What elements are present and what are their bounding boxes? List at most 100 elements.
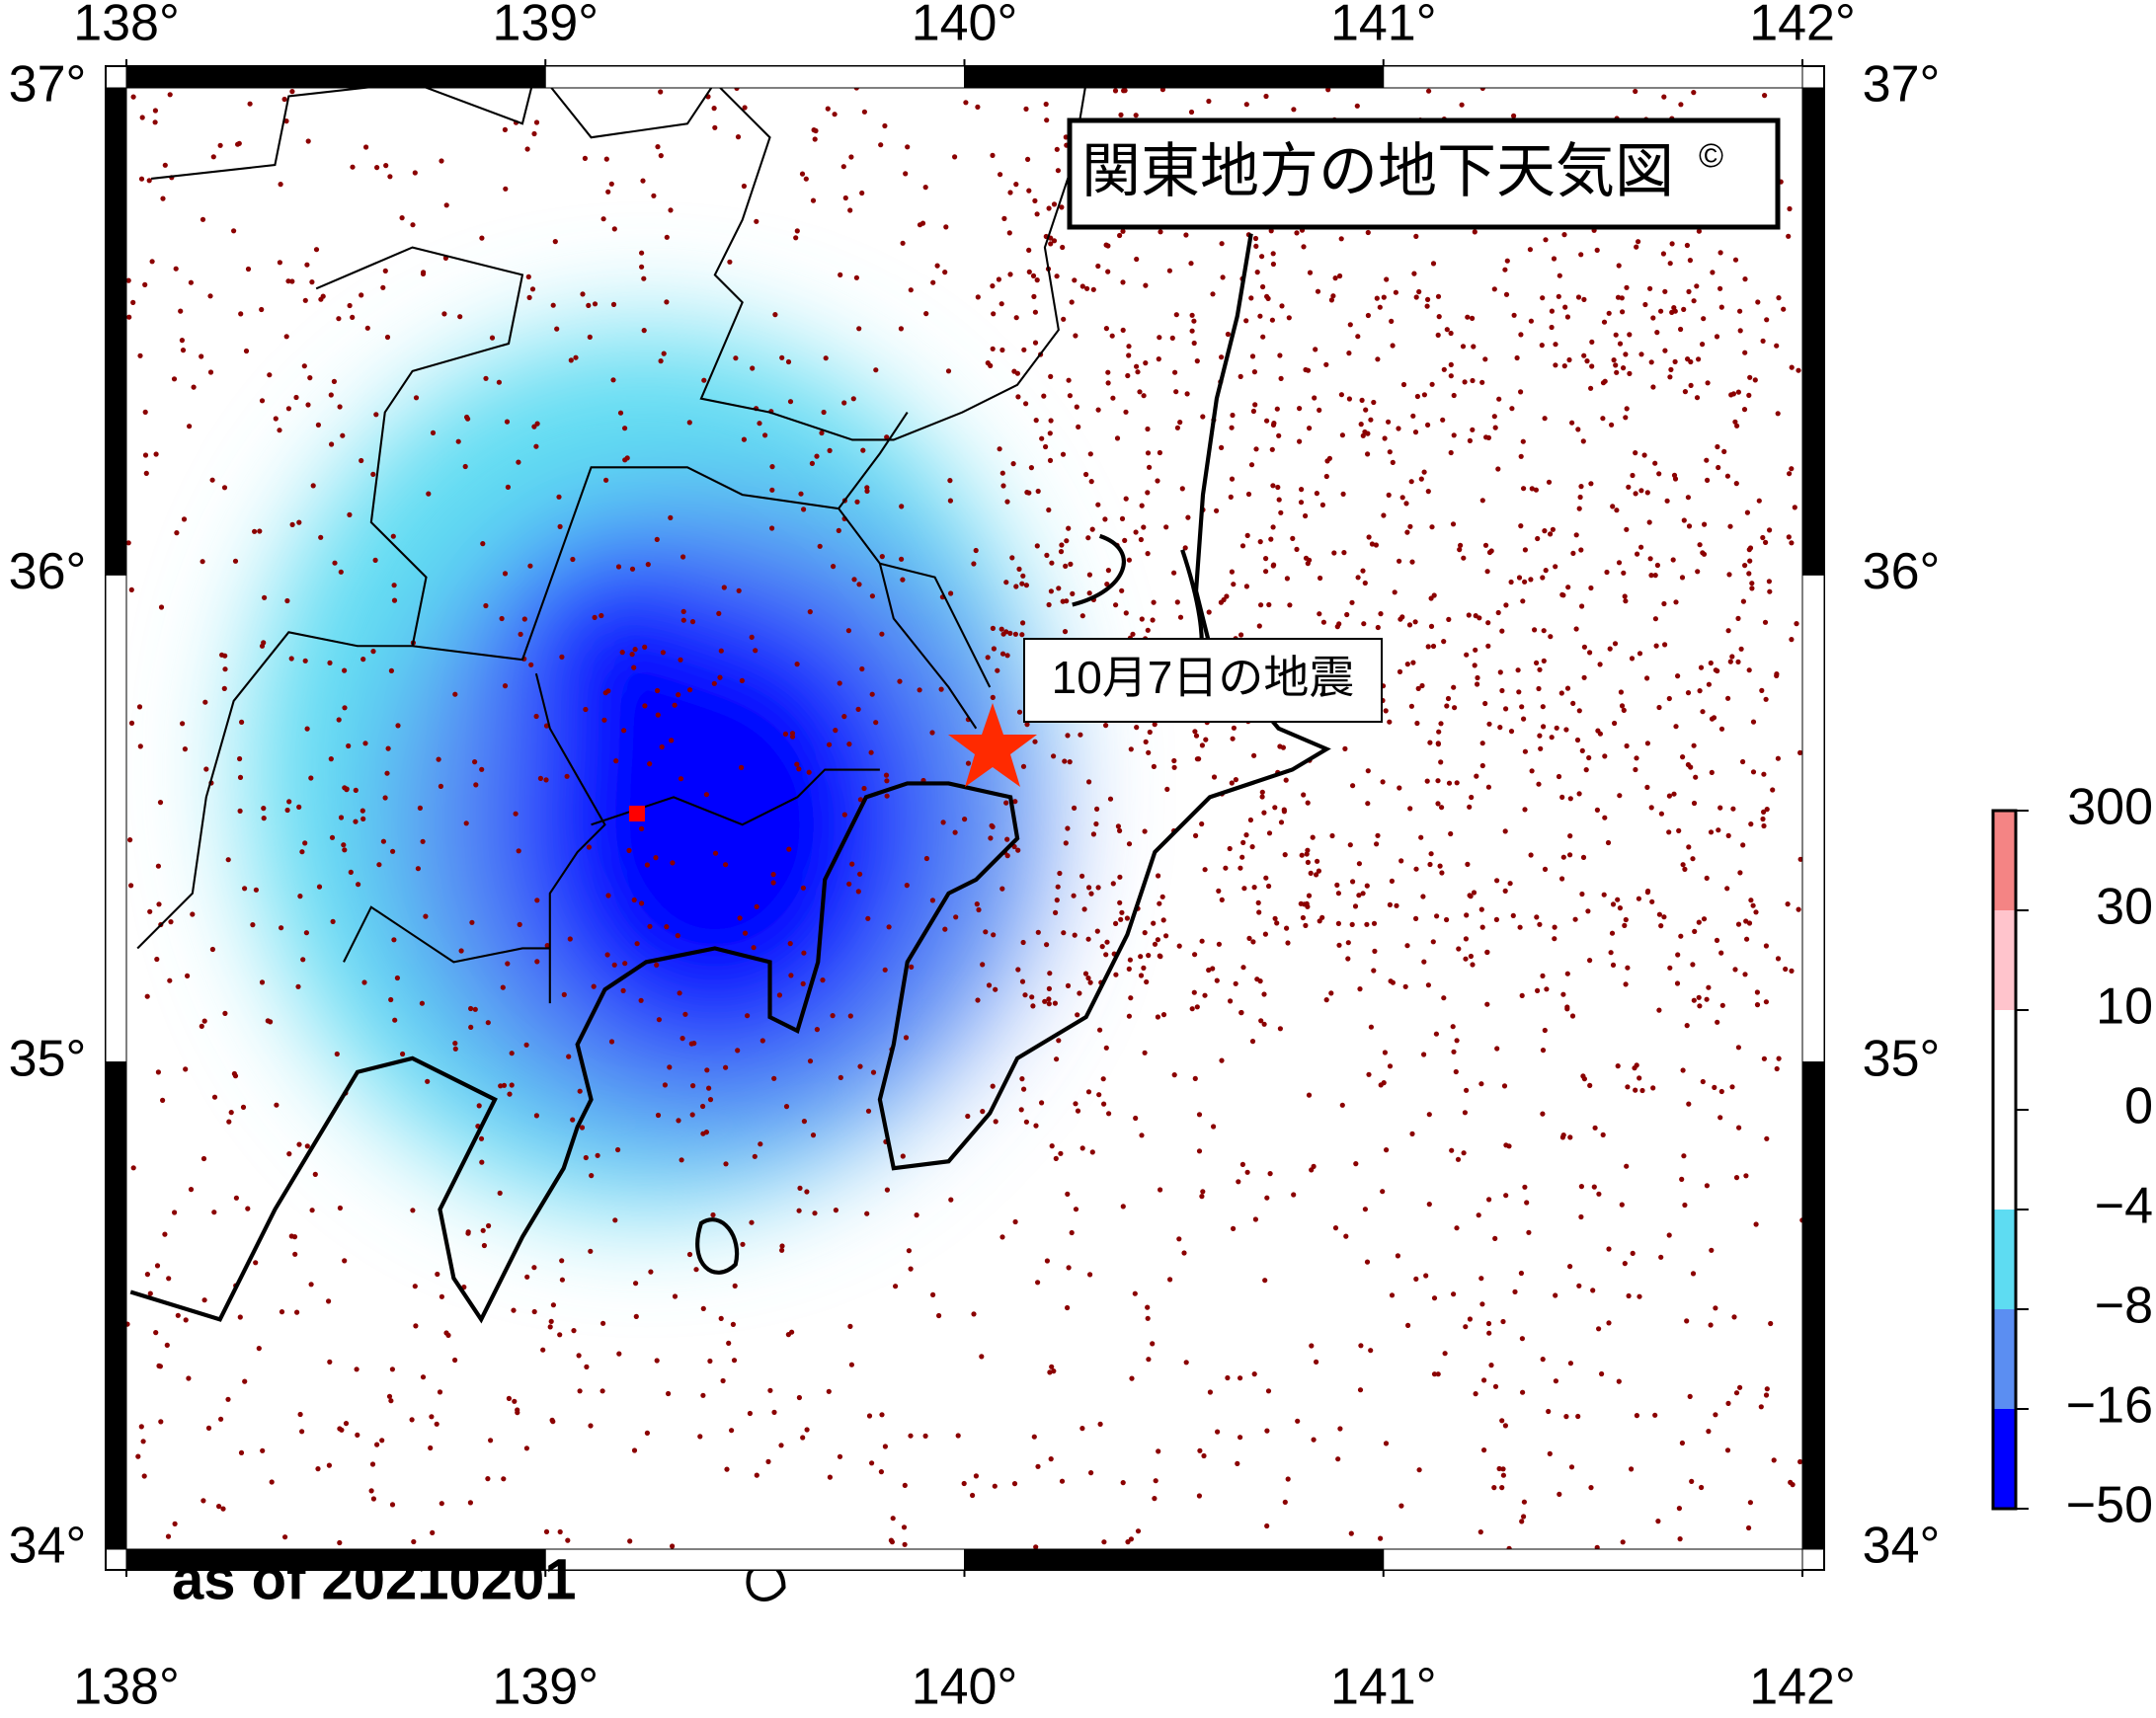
epicenter-dot: [426, 491, 432, 497]
epicenter-dot: [247, 101, 253, 107]
epicenter-dot: [1580, 1073, 1586, 1079]
epicenter-dot: [486, 1222, 492, 1229]
epicenter-dot: [315, 1466, 321, 1472]
epicenter-dot: [830, 1013, 836, 1019]
epicenter-dot: [1581, 296, 1587, 302]
epicenter-dot: [1647, 556, 1653, 562]
epicenter-dot: [1384, 1147, 1390, 1153]
epicenter-dot: [437, 1389, 443, 1395]
epicenter-dot: [523, 1445, 530, 1451]
epicenter-dot: [1095, 407, 1101, 413]
epicenter-dot: [1662, 288, 1668, 294]
epicenter-dot: [1540, 295, 1546, 301]
epicenter-dot: [1046, 601, 1052, 608]
epicenter-dot: [518, 631, 523, 638]
epicenter-dot: [210, 154, 216, 160]
epicenter-dot: [1622, 593, 1628, 599]
border-bar: [544, 65, 965, 89]
epicenter-dot: [1511, 113, 1517, 118]
epicenter-dot: [1105, 380, 1111, 386]
lon-label: 139°: [492, 0, 599, 52]
epicenter-dot: [455, 438, 461, 444]
annotation: 10月7日の地震: [1052, 652, 1355, 703]
epicenter-dot: [801, 1119, 808, 1125]
epicenter-dot: [1126, 352, 1132, 358]
epicenter-dot: [1613, 362, 1619, 368]
epicenter-dot: [1384, 276, 1390, 282]
epicenter-dot: [1206, 609, 1212, 615]
epicenter-dot: [600, 216, 606, 222]
epicenter-dot: [1272, 805, 1278, 811]
epicenter-dot: [1649, 898, 1655, 904]
epicenter-dot: [1542, 866, 1549, 873]
epicenter-dot: [1079, 283, 1085, 289]
epicenter-dot: [1303, 366, 1309, 373]
epicenter-dot: [1193, 832, 1199, 839]
epicenter-dot: [690, 1083, 696, 1089]
epicenter-dot: [1535, 987, 1541, 994]
epicenter-dot: [1711, 715, 1717, 721]
epicenter-dot: [1684, 1318, 1690, 1324]
epicenter-dot: [1244, 532, 1250, 539]
epicenter-dot: [1553, 342, 1558, 348]
epicenter-dot: [1395, 1253, 1400, 1259]
epicenter-dot: [1323, 473, 1329, 480]
epicenter-dot: [1736, 1125, 1742, 1131]
epicenter-dot: [260, 1447, 266, 1453]
epicenter-dot: [729, 1428, 735, 1434]
epicenter-dot: [186, 1375, 192, 1381]
epicenter-dot: [1534, 914, 1540, 920]
epicenter-dot: [1089, 526, 1095, 532]
epicenter-dot: [1492, 1235, 1498, 1241]
epicenter-dot: [948, 590, 954, 596]
epicenter-dot: [1012, 631, 1018, 637]
epicenter-dot: [814, 453, 820, 459]
epicenter-dot: [827, 742, 833, 747]
epicenter-dot: [1775, 755, 1781, 761]
epicenter-dot: [304, 262, 310, 268]
epicenter-dot: [770, 880, 776, 886]
epicenter-dot: [1740, 842, 1746, 848]
epicenter-dot: [1690, 962, 1696, 968]
epicenter-dot: [1515, 667, 1521, 673]
epicenter-dot: [1635, 551, 1640, 557]
epicenter-dot: [1691, 742, 1697, 748]
epicenter-dot: [796, 766, 802, 772]
epicenter-dot: [902, 1541, 908, 1547]
epicenter-dot: [157, 800, 164, 806]
epicenter-dot: [1081, 906, 1087, 912]
epicenter-dot: [154, 1263, 161, 1269]
epicenter-dot: [1244, 1169, 1250, 1175]
epicenter-dot: [284, 597, 290, 604]
epicenter-dot: [1502, 267, 1508, 273]
epicenter-dot: [369, 1461, 376, 1467]
epicenter-dot: [1430, 939, 1436, 945]
epicenter-dot: [1615, 294, 1622, 300]
epicenter-dot: [1360, 432, 1366, 438]
epicenter-dot: [1451, 684, 1457, 690]
epicenter-dot: [992, 1483, 998, 1489]
epicenter-dot: [584, 1364, 590, 1369]
epicenter-dot: [1746, 392, 1752, 398]
epicenter-dot: [1647, 285, 1653, 291]
epicenter-dot: [1557, 1491, 1562, 1497]
epicenter-dot: [1774, 1065, 1780, 1072]
epicenter-dot: [666, 1390, 672, 1397]
epicenter-dot: [588, 1423, 594, 1429]
epicenter-dot: [1330, 293, 1336, 299]
epicenter-dot: [564, 773, 570, 779]
epicenter-dot: [1020, 620, 1026, 626]
epicenter-dot: [1258, 602, 1264, 608]
epicenter-dot: [1610, 901, 1617, 907]
epicenter-dot: [1589, 339, 1595, 345]
epicenter-dot: [1431, 592, 1437, 598]
epicenter-dot: [1622, 1261, 1628, 1267]
epicenter-dot: [1540, 704, 1546, 710]
epicenter-dot: [1023, 1119, 1029, 1125]
epicenter-dot: [1579, 747, 1585, 754]
epicenter-dot: [827, 447, 833, 453]
epicenter-dot: [1407, 523, 1413, 529]
epicenter-dot: [1360, 568, 1366, 574]
epicenter-dot: [1486, 1197, 1492, 1203]
epicenter-dot: [537, 775, 544, 782]
